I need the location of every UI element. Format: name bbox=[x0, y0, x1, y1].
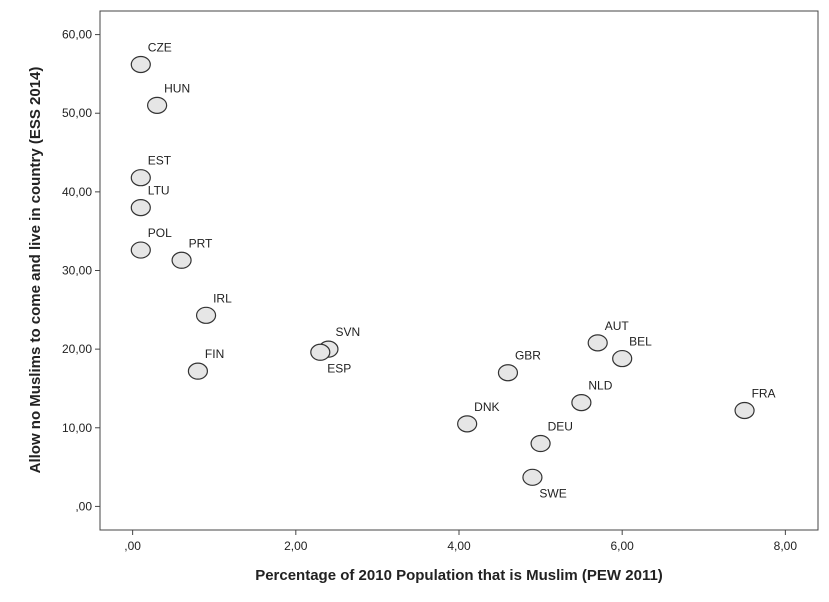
point-label-esp: ESP bbox=[327, 361, 351, 375]
data-point-prt bbox=[171, 251, 192, 269]
x-tick-label: 4,00 bbox=[447, 539, 471, 553]
point-label-bel: BEL bbox=[629, 335, 652, 349]
point-label-swe: SWE bbox=[539, 486, 566, 500]
point-label-pol: POL bbox=[148, 226, 172, 240]
data-point-hun bbox=[147, 96, 168, 114]
data-point-gbr bbox=[497, 364, 519, 382]
data-point-aut bbox=[587, 334, 608, 352]
data-point-nld bbox=[571, 394, 592, 412]
data-point-irl bbox=[195, 306, 217, 324]
data-point-fra bbox=[734, 401, 755, 420]
x-tick-label: 8,00 bbox=[774, 539, 798, 553]
point-label-gbr: GBR bbox=[515, 349, 541, 363]
y-tick-label: 30,00 bbox=[62, 264, 92, 278]
point-label-prt: PRT bbox=[189, 236, 213, 250]
x-tick-label: 2,00 bbox=[284, 539, 308, 553]
point-label-dnk: DNK bbox=[474, 400, 499, 414]
x-tick-label: ,00 bbox=[124, 539, 141, 553]
data-point-pol bbox=[130, 241, 151, 259]
data-points: CZE HUN EST LTU POL PRT IRL FIN SVN ESP GBR DNK DEU S… bbox=[130, 40, 776, 500]
data-point-dnk bbox=[457, 415, 478, 433]
point-label-aut: AUT bbox=[605, 319, 630, 333]
y-axis-title: Allow no Muslims to come and live in cou… bbox=[27, 67, 44, 474]
data-point-bel bbox=[612, 349, 633, 368]
data-point-ltu bbox=[130, 198, 151, 217]
point-label-deu: DEU bbox=[548, 420, 573, 434]
point-label-fin: FIN bbox=[205, 347, 224, 361]
data-point-cze bbox=[130, 55, 151, 74]
x-axis: ,00 2,00 4,00 6,00 8,00 bbox=[124, 530, 797, 553]
x-axis-title: Percentage of 2010 Population that is Mu… bbox=[255, 567, 663, 584]
point-label-fra: FRA bbox=[752, 386, 776, 400]
point-label-hun: HUN bbox=[164, 81, 190, 95]
y-tick-label: 40,00 bbox=[62, 185, 92, 199]
data-point-fin bbox=[187, 362, 209, 380]
plot-area-frame bbox=[99, 10, 819, 531]
y-tick-label: 60,00 bbox=[62, 28, 92, 42]
data-point-esp bbox=[310, 343, 331, 361]
point-label-ltu: LTU bbox=[148, 184, 170, 198]
data-point-swe bbox=[522, 468, 543, 486]
y-axis: ,00 10,00 20,00 30,00 40,00 50,00 60,00 bbox=[62, 28, 100, 513]
x-tick-label: 6,00 bbox=[611, 539, 635, 553]
point-label-nld: NLD bbox=[588, 379, 612, 393]
y-tick-label: 10,00 bbox=[62, 421, 92, 435]
point-label-est: EST bbox=[148, 154, 172, 168]
data-point-deu bbox=[530, 434, 551, 453]
y-tick-label: 50,00 bbox=[62, 106, 92, 120]
y-tick-label: ,00 bbox=[75, 499, 92, 513]
data-point-est bbox=[130, 169, 151, 187]
y-tick-label: 20,00 bbox=[62, 342, 92, 356]
point-label-cze: CZE bbox=[148, 40, 172, 54]
point-label-irl: IRL bbox=[213, 291, 232, 305]
point-label-svn: SVN bbox=[335, 325, 360, 339]
